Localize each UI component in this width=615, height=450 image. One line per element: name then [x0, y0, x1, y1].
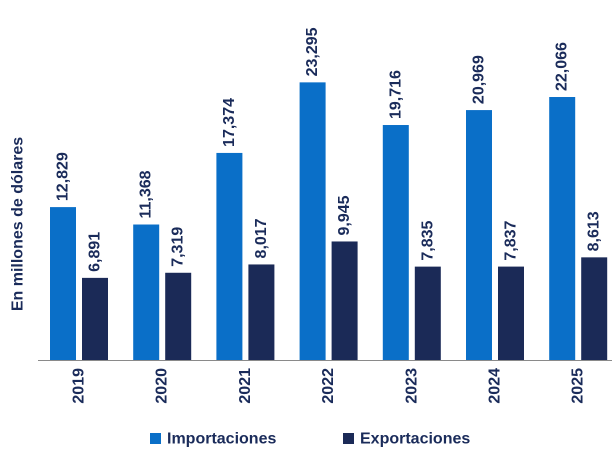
bar-importaciones-2024	[466, 110, 492, 360]
value-label-importaciones-2023: 19,716	[387, 70, 404, 119]
legend-swatch-exportaciones	[343, 433, 354, 444]
value-label-importaciones-2022: 23,295	[304, 27, 321, 76]
x-tick-labels-layer: 2019 2020 2021 2022 2023 2024 2025	[71, 368, 587, 404]
x-tick-label-2023: 2023	[403, 368, 420, 404]
x-tick-label-2020: 2020	[154, 368, 171, 404]
bar-exportaciones-2021	[248, 264, 275, 360]
value-labels-layer: 12,829 6,891 11,368 7,319 17,374 8,017 23,295 9…	[55, 27, 603, 272]
bar-exportaciones-2022	[331, 241, 358, 360]
value-label-exportaciones-2022: 9,945	[336, 195, 353, 235]
bar-exportaciones-2025	[581, 257, 608, 360]
x-tick-label-2022: 2022	[320, 368, 337, 404]
bar-importaciones-2025	[549, 97, 576, 360]
bar-importaciones-2023	[382, 125, 409, 360]
x-tick-label-2024: 2024	[487, 368, 504, 404]
value-label-exportaciones-2023: 7,835	[419, 220, 436, 260]
bar-exportaciones-2019	[82, 277, 108, 360]
y-axis-title: En millones de dólares	[10, 137, 27, 311]
bar-exportaciones-2023	[414, 266, 441, 360]
bar-importaciones-2021	[216, 152, 243, 360]
value-label-importaciones-2025: 22,066	[554, 42, 571, 91]
bar-importaciones-2022	[299, 82, 326, 360]
bar-importaciones-2019	[50, 207, 76, 360]
value-label-importaciones-2020: 11,368	[138, 170, 155, 218]
bars-layer	[50, 82, 608, 360]
bar-exportaciones-2020	[165, 272, 192, 360]
legend: Importaciones Exportaciones	[150, 431, 470, 448]
value-label-exportaciones-2019: 6,891	[87, 232, 104, 272]
value-label-exportaciones-2020: 7,319	[170, 227, 187, 267]
legend-swatch-importaciones	[150, 433, 161, 444]
value-label-importaciones-2019: 12,829	[55, 152, 72, 201]
value-label-exportaciones-2021: 8,017	[253, 218, 270, 258]
x-tick-label-2021: 2021	[237, 368, 254, 404]
bar-exportaciones-2024	[498, 266, 524, 360]
value-label-exportaciones-2025: 8,613	[586, 211, 603, 251]
x-tick-label-2019: 2019	[71, 368, 88, 404]
value-label-importaciones-2024: 20,969	[471, 55, 488, 104]
x-tick-label-2025: 2025	[570, 368, 587, 404]
value-label-importaciones-2021: 17,374	[221, 98, 238, 147]
legend-label-exportaciones: Exportaciones	[360, 431, 470, 448]
value-label-exportaciones-2024: 7,837	[503, 220, 520, 260]
legend-label-importaciones: Importaciones	[167, 431, 276, 448]
bar-importaciones-2020	[133, 224, 160, 360]
